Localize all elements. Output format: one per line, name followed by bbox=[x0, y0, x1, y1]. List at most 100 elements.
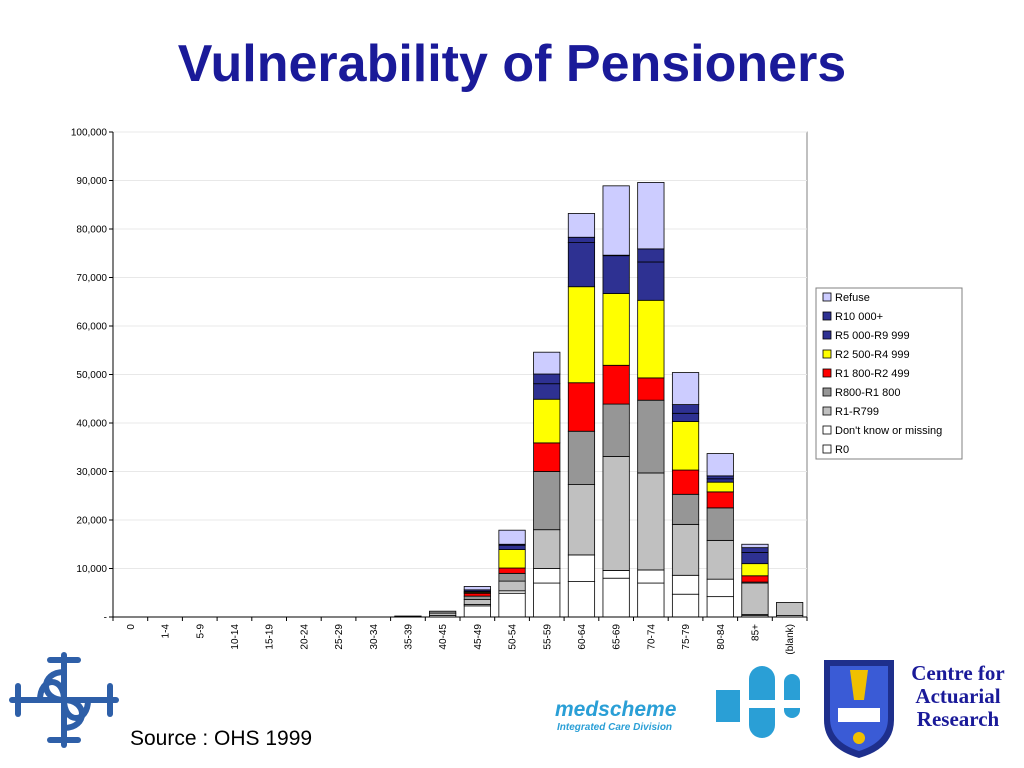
x-tick-label: 65-69 bbox=[612, 624, 623, 650]
bar-segment bbox=[498, 580, 526, 592]
legend-label: R0 bbox=[835, 444, 849, 456]
bar-segment bbox=[498, 567, 526, 574]
bar-segment bbox=[567, 554, 596, 582]
bar-segment bbox=[706, 475, 734, 480]
y-tick-label: 90,000 bbox=[76, 176, 107, 187]
bar-segment bbox=[602, 403, 630, 457]
x-tick-label: 45-49 bbox=[473, 624, 484, 650]
bar-segment bbox=[671, 372, 700, 405]
x-tick-label: 10-14 bbox=[230, 624, 241, 650]
bar-segment bbox=[776, 602, 804, 616]
x-tick-label: 30-34 bbox=[369, 624, 380, 650]
bar-segment bbox=[706, 507, 734, 541]
bar-segment bbox=[637, 248, 665, 263]
bar-segment bbox=[637, 182, 665, 250]
bar-segment bbox=[533, 398, 561, 444]
bar-segment bbox=[671, 523, 700, 576]
bar-segment bbox=[498, 544, 526, 550]
bar-segment bbox=[741, 543, 769, 549]
y-tick-label: 20,000 bbox=[76, 516, 107, 527]
bar-segment bbox=[463, 595, 491, 600]
bar-segment bbox=[671, 493, 700, 525]
y-tick-label: 30,000 bbox=[76, 467, 107, 478]
crest-logo bbox=[824, 660, 894, 758]
centre-logo-line: Research bbox=[916, 707, 1000, 731]
legend-label: R5 000-R9 999 bbox=[835, 330, 910, 342]
bar-segment bbox=[637, 377, 665, 401]
centre-logo-line: Centre for bbox=[911, 661, 1005, 685]
y-tick-label: 60,000 bbox=[76, 322, 107, 333]
bar-segment bbox=[463, 592, 491, 597]
bar-segment bbox=[463, 605, 491, 618]
x-tick-label: 25-29 bbox=[334, 624, 345, 650]
legend-label: R10 000+ bbox=[835, 311, 883, 323]
y-tick-label: 100,000 bbox=[71, 128, 108, 139]
y-tick-label: 40,000 bbox=[76, 419, 107, 430]
legend-label: Don't know or missing bbox=[835, 425, 942, 437]
bar-segment bbox=[498, 549, 526, 569]
legend-label: R2 500-R4 999 bbox=[835, 349, 910, 361]
bar-segment bbox=[706, 491, 734, 509]
bar-segment bbox=[567, 242, 596, 288]
legend-label: Refuse bbox=[835, 292, 870, 304]
bar-segment bbox=[498, 529, 526, 545]
bar-segment bbox=[602, 255, 630, 294]
bar-segment bbox=[533, 471, 561, 531]
bar-segment bbox=[567, 286, 596, 384]
bar-segment bbox=[637, 299, 665, 379]
x-tick-label: 40-45 bbox=[438, 624, 449, 650]
x-tick-label: 20-24 bbox=[299, 624, 310, 650]
source-note: Source : OHS 1999 bbox=[130, 727, 313, 750]
y-tick-label: 70,000 bbox=[76, 273, 107, 284]
bar-segment bbox=[567, 484, 596, 556]
centre-logo-line: Actuarial bbox=[915, 684, 1001, 708]
bar-segment bbox=[498, 592, 526, 618]
legend-swatch bbox=[822, 425, 832, 435]
x-tick-label: 0 bbox=[126, 624, 137, 630]
bar-segment bbox=[671, 404, 700, 414]
x-tick-label: 15-19 bbox=[265, 624, 276, 650]
legend-swatch bbox=[822, 311, 832, 321]
x-tick-label: 85+ bbox=[750, 624, 761, 641]
bar-segment bbox=[602, 456, 630, 571]
bar-segment bbox=[671, 593, 700, 618]
bar-segment bbox=[533, 373, 561, 385]
bar-segment bbox=[429, 610, 457, 614]
bar-segment bbox=[533, 383, 561, 400]
blue-circle-logo bbox=[716, 666, 800, 738]
bar-segment bbox=[637, 261, 665, 301]
bar-segment bbox=[741, 552, 769, 565]
legend: Refuse R10 000+ R5 000-R9 999 R2 500-R4 999… bbox=[815, 287, 963, 460]
bar-segment bbox=[463, 586, 491, 591]
centre-logo-text: Centre for Actuarial Research bbox=[898, 662, 1018, 731]
medscheme-logo-text: medscheme bbox=[555, 698, 677, 721]
bar-segment bbox=[567, 213, 596, 238]
bar-segment bbox=[567, 581, 596, 618]
bar-segment bbox=[741, 563, 769, 577]
bar-segment bbox=[567, 430, 596, 485]
x-tick-label: 60-64 bbox=[577, 624, 588, 650]
x-tick-label: 5-9 bbox=[195, 624, 206, 639]
x-tick-label: 70-74 bbox=[646, 624, 657, 650]
y-tick-label: 50,000 bbox=[76, 370, 107, 381]
y-tick-label: - bbox=[104, 613, 107, 624]
bar-segment bbox=[671, 412, 700, 422]
legend-label: R1 800-R2 499 bbox=[835, 368, 910, 380]
bar-segment bbox=[533, 582, 561, 618]
legend-swatch bbox=[822, 330, 832, 340]
bar-segment bbox=[602, 577, 630, 618]
bar-segment bbox=[533, 568, 561, 584]
bar-segment bbox=[706, 478, 734, 483]
x-tick-label: 1-4 bbox=[161, 624, 172, 639]
bar-segment bbox=[706, 481, 734, 493]
legend-swatch bbox=[822, 349, 832, 359]
x-tick-label: 35-39 bbox=[403, 624, 414, 650]
legend-swatch bbox=[822, 292, 832, 302]
bar-segment bbox=[741, 547, 769, 553]
bar-segment bbox=[741, 575, 769, 583]
legend-label: R1-R799 bbox=[835, 406, 879, 418]
bars bbox=[394, 182, 804, 618]
bar-segment bbox=[637, 472, 665, 571]
bar-segment bbox=[602, 185, 630, 256]
